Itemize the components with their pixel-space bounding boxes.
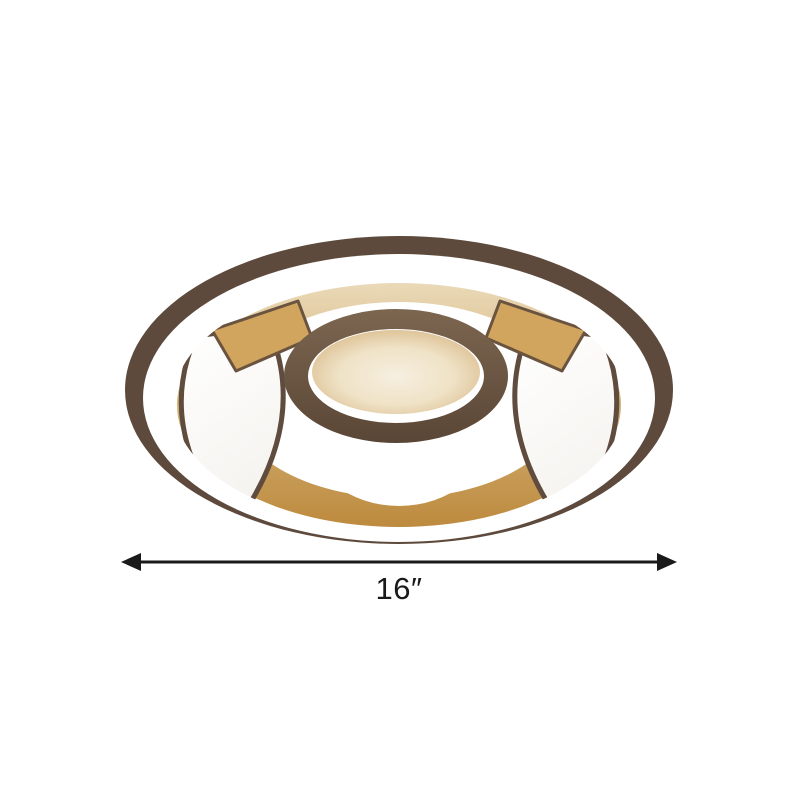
right-arrowhead-icon (657, 553, 677, 571)
dimension-annotation: 16″ (121, 553, 677, 606)
center-led-glow (312, 330, 480, 414)
ring-interior (173, 278, 625, 528)
dimension-label: 16″ (376, 571, 423, 606)
ceiling-light-fixture (125, 236, 673, 544)
left-arrowhead-icon (121, 553, 141, 571)
